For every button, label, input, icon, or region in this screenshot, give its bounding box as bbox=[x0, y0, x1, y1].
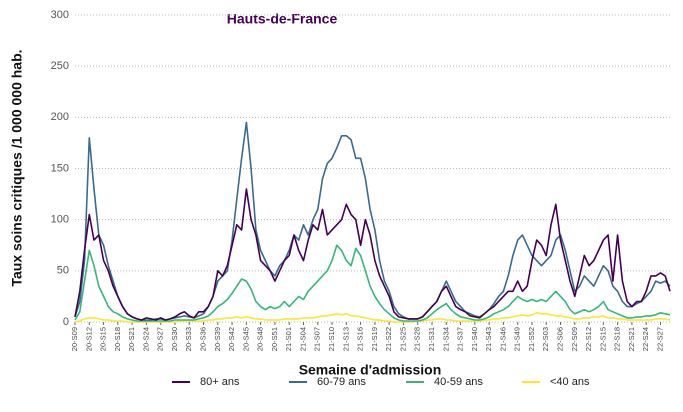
x-tick-label: 21-S04 bbox=[298, 327, 307, 351]
legend-label: <40 ans bbox=[550, 376, 590, 388]
series-line bbox=[74, 312, 671, 323]
x-tick-label: 20-S15 bbox=[99, 327, 108, 351]
x-tick-label: 20-S39 bbox=[213, 327, 222, 351]
x-tick-label: 20-S09 bbox=[70, 327, 79, 351]
x-tick-label: 20-S30 bbox=[170, 327, 179, 351]
x-tick-label: 20-S36 bbox=[199, 327, 208, 351]
series-line bbox=[74, 188, 671, 321]
x-tick-label: 21-S37 bbox=[456, 327, 465, 351]
x-tick-label: 22-S03 bbox=[541, 327, 550, 351]
x-tick-label: 20-S48 bbox=[256, 327, 265, 351]
x-tick-label: 20-S24 bbox=[141, 327, 150, 351]
x-tick-label: 20-S21 bbox=[127, 327, 136, 351]
x-tick-label: 21-S43 bbox=[484, 327, 493, 351]
series-line bbox=[74, 244, 671, 322]
legend-label: 80+ ans bbox=[200, 376, 240, 388]
x-tick-label: 21-S46 bbox=[498, 327, 507, 351]
y-tick-label: 200 bbox=[51, 111, 69, 123]
x-tick-label: 20-S45 bbox=[241, 327, 250, 351]
x-tick-label: 21-S52 bbox=[527, 327, 536, 351]
x-tick-label: 22-S12 bbox=[584, 327, 593, 351]
x-tick-label: 21-S07 bbox=[313, 327, 322, 351]
y-tick-label: 50 bbox=[57, 265, 69, 277]
y-tick-label: 0 bbox=[63, 316, 69, 328]
x-tick-label: 21-S25 bbox=[398, 327, 407, 351]
x-tick-label: 21-S31 bbox=[427, 327, 436, 351]
x-tick-label: 21-S01 bbox=[284, 327, 293, 351]
x-tick-label: 20-S51 bbox=[270, 327, 279, 351]
x-tick-label: 21-S13 bbox=[341, 327, 350, 351]
y-axis-label: Taux soins critiques /1 000 000 hab. bbox=[9, 49, 25, 286]
y-tick-label: 100 bbox=[51, 214, 69, 226]
x-tick-label: 21-S28 bbox=[413, 327, 422, 351]
chart-title: Hauts-de-France bbox=[227, 11, 338, 27]
x-tick-label: 22-S15 bbox=[598, 327, 607, 351]
x-axis-label: Semaine d'admission bbox=[299, 362, 442, 378]
x-tick-label: 20-S27 bbox=[156, 327, 165, 351]
legend-label: 40-59 ans bbox=[434, 376, 483, 388]
x-tick-label: 22-S27 bbox=[655, 327, 664, 351]
x-tick-label: 21-S10 bbox=[327, 327, 336, 351]
x-tick-label: 22-S21 bbox=[627, 327, 636, 351]
x-tick-label: 21-S16 bbox=[356, 327, 365, 351]
y-tick-label: 300 bbox=[51, 9, 69, 21]
x-tick-label: 22-S06 bbox=[556, 327, 565, 351]
y-tick-label: 150 bbox=[51, 162, 69, 174]
x-tick-label: 22-S24 bbox=[641, 327, 650, 351]
x-tick-label: 21-S34 bbox=[441, 327, 450, 351]
x-tick-label: 20-S33 bbox=[184, 327, 193, 351]
x-tick-label: 20-S18 bbox=[113, 327, 122, 351]
x-tick-label: 21-S22 bbox=[384, 327, 393, 351]
y-tick-label: 250 bbox=[51, 60, 69, 72]
x-tick-label: 20-S42 bbox=[227, 327, 236, 351]
x-tick-label: 21-S40 bbox=[470, 327, 479, 351]
x-tick-label: 21-S19 bbox=[370, 327, 379, 351]
legend-label: 60-79 ans bbox=[317, 376, 366, 388]
x-tick-label: 22-S18 bbox=[613, 327, 622, 351]
x-tick-label: 22-S09 bbox=[570, 327, 579, 351]
x-tick-label: 20-S12 bbox=[84, 327, 93, 351]
x-tick-label: 21-S49 bbox=[513, 327, 522, 351]
